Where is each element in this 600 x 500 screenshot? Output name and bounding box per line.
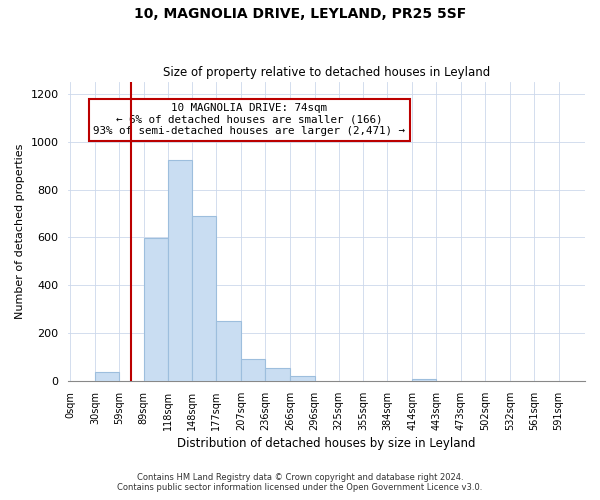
- Text: Contains HM Land Registry data © Crown copyright and database right 2024.
Contai: Contains HM Land Registry data © Crown c…: [118, 473, 482, 492]
- Text: 10 MAGNOLIA DRIVE: 74sqm
← 6% of detached houses are smaller (166)
93% of semi-d: 10 MAGNOLIA DRIVE: 74sqm ← 6% of detache…: [93, 103, 405, 136]
- Bar: [241, 360, 265, 381]
- Title: Size of property relative to detached houses in Leyland: Size of property relative to detached ho…: [163, 66, 490, 80]
- Bar: [167, 160, 193, 381]
- X-axis label: Distribution of detached houses by size in Leyland: Distribution of detached houses by size …: [178, 437, 476, 450]
- Y-axis label: Number of detached properties: Number of detached properties: [15, 144, 25, 319]
- Bar: [143, 238, 167, 381]
- Bar: [265, 368, 290, 381]
- Bar: [412, 378, 436, 381]
- Bar: [217, 321, 241, 381]
- Bar: [95, 372, 119, 381]
- Bar: [193, 216, 217, 381]
- Text: 10, MAGNOLIA DRIVE, LEYLAND, PR25 5SF: 10, MAGNOLIA DRIVE, LEYLAND, PR25 5SF: [134, 8, 466, 22]
- Bar: [290, 376, 315, 381]
